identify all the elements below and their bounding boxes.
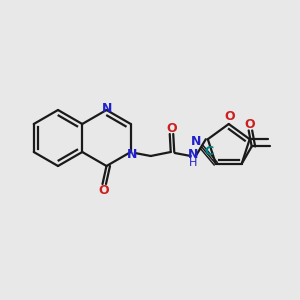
Text: N: N [102,101,113,115]
Text: O: O [224,110,235,124]
Text: C: C [204,146,213,158]
Text: N: N [190,135,201,148]
Text: O: O [99,184,109,196]
Text: N: N [127,148,137,160]
Text: O: O [245,118,256,131]
Text: N: N [188,148,198,160]
Text: H: H [189,158,197,168]
Text: O: O [166,122,177,134]
